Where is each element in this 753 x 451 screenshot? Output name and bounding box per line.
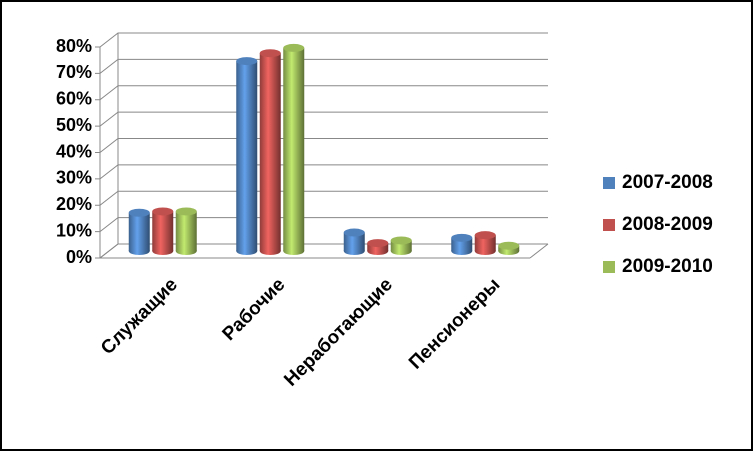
y-tick-label: 10%	[56, 220, 92, 240]
cylinder-top	[283, 43, 305, 52]
bar	[236, 61, 258, 251]
cylinder	[390, 236, 412, 255]
cylinder	[283, 43, 305, 255]
legend-swatch	[603, 219, 615, 231]
bar	[343, 232, 365, 251]
legend-label: 2008-2009	[622, 214, 713, 235]
legend-label: 2007-2008	[622, 172, 713, 193]
bar	[152, 211, 174, 251]
cylinder	[474, 231, 496, 255]
cylinder-top	[498, 241, 520, 250]
grid-line	[99, 58, 548, 74]
y-tick-label: 30%	[56, 168, 92, 188]
cylinder	[451, 233, 473, 255]
y-tick-label: 50%	[56, 115, 92, 135]
cylinder	[128, 208, 150, 255]
bar	[474, 235, 496, 251]
cylinder-top	[128, 208, 150, 217]
cylinder	[498, 241, 520, 255]
bar	[175, 211, 197, 251]
y-tick-label: 60%	[56, 89, 92, 109]
cylinder-top	[175, 207, 197, 216]
cylinder	[259, 49, 281, 255]
y-tick-label: 80%	[56, 36, 92, 56]
cylinder-top	[367, 239, 389, 248]
cylinder	[343, 228, 365, 255]
cylinder-top	[390, 236, 412, 245]
grid-line	[99, 32, 548, 48]
grid-line	[99, 217, 548, 233]
bar	[128, 212, 150, 251]
cylinder	[236, 57, 258, 255]
grid-line	[99, 190, 548, 206]
legend-swatch	[603, 177, 615, 189]
grid-line	[99, 138, 548, 153]
legend-label: 2009-2010	[622, 256, 713, 277]
bar	[259, 53, 281, 251]
y-tick-label: 20%	[56, 194, 92, 214]
grid-line	[99, 164, 548, 180]
cylinder	[175, 207, 197, 255]
cylinder	[367, 239, 389, 255]
legend-swatch	[603, 261, 615, 273]
bar	[283, 47, 305, 251]
cylinder-top	[343, 228, 365, 237]
cylinder-top	[451, 233, 473, 242]
cylinder-top	[259, 49, 281, 58]
y-tick-label: 40%	[56, 141, 92, 161]
bar	[390, 240, 412, 251]
y-tick-label: 70%	[56, 62, 92, 82]
y-tick-label: 0%	[66, 247, 92, 267]
cylinder-top	[152, 207, 174, 216]
cylinder-top	[474, 231, 496, 240]
cylinder	[152, 207, 174, 255]
cylinder-top	[236, 57, 258, 66]
grid-line	[99, 85, 548, 101]
grid-line	[99, 111, 548, 127]
